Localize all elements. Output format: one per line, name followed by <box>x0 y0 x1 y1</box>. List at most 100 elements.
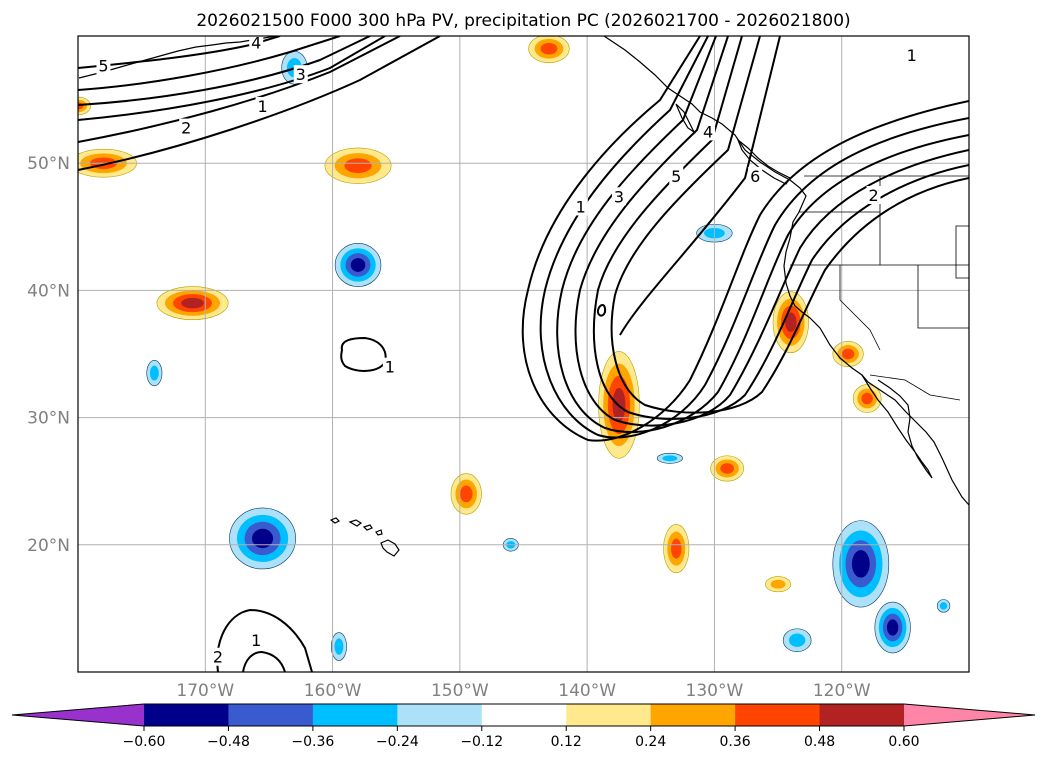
precip-negative-anomaly <box>832 520 890 608</box>
lon-tick-label: 160°W <box>304 681 362 701</box>
pv-contour-south <box>216 608 313 672</box>
pv-contour-4 <box>574 36 969 427</box>
axes: 170°W 160°W 150°W 140°W 130°W 120°W 50°N 40°N 30… <box>27 154 871 701</box>
precip-negative-anomaly <box>334 243 382 287</box>
lon-tick-label: 150°W <box>431 681 489 701</box>
pv-label-bg <box>96 56 111 75</box>
precip-band <box>334 638 344 655</box>
precip-band <box>861 392 873 405</box>
precip-negative-anomaly <box>330 632 347 661</box>
coastline-north-america <box>603 36 969 506</box>
colorbar-tick-label: −0.60 <box>123 734 166 750</box>
precip-band <box>886 619 899 636</box>
precip-band <box>841 348 855 360</box>
pv-contour-label: 3 <box>296 65 306 84</box>
pv-label-bg <box>249 631 264 650</box>
pv-contour-1 <box>521 36 969 442</box>
colorbar-tick-label: −0.12 <box>460 734 503 750</box>
pv-contour-label: 1 <box>385 358 395 377</box>
colorbar-segment <box>228 704 314 726</box>
pv-contour-label: 6 <box>750 167 760 186</box>
colorbar-tick-label: −0.48 <box>207 734 250 750</box>
pv-label-bg <box>866 186 881 204</box>
pv-label-bg <box>179 118 194 137</box>
pv-label-bg <box>573 197 588 216</box>
lon-tick-label: 140°W <box>558 681 616 701</box>
colorbar-tick-label: −0.36 <box>291 734 334 750</box>
precip-band <box>671 538 682 559</box>
pv-contour-label: 4 <box>703 122 713 141</box>
precip-positive-anomaly <box>772 291 809 354</box>
colorbar-segment <box>650 704 736 726</box>
precip-band <box>851 550 870 578</box>
precip-positive-anomaly <box>324 147 392 184</box>
pv-contour-6 <box>610 36 969 414</box>
pv-contour-label: 4 <box>251 33 261 52</box>
lat-tick-label: 30°N <box>27 409 70 429</box>
colorbar-segment <box>481 704 567 726</box>
pv-contour-label: 2 <box>213 648 223 667</box>
pv-label-bg <box>211 647 226 666</box>
state-borders <box>790 176 969 351</box>
pv-label-bg <box>611 187 626 206</box>
precip-band <box>770 579 786 589</box>
map-frame <box>77 35 970 673</box>
pv-contour-inner <box>619 36 781 336</box>
pv-contour-label: 1 <box>907 46 917 65</box>
colorbar-extend-min <box>12 704 144 726</box>
lat-tick-label: 20°N <box>27 536 70 556</box>
pv-contour-north-6 <box>78 36 386 121</box>
precip-positive-anomaly <box>528 36 570 64</box>
precip-positive-anomaly <box>156 286 229 320</box>
precip-band <box>344 158 372 174</box>
precip-band <box>785 312 797 332</box>
colorbar-segment <box>312 704 398 726</box>
precip-band <box>662 455 678 462</box>
lon-tick-label: 130°W <box>686 681 744 701</box>
colorbar: −0.60 −0.48 −0.36 −0.24 −0.12 0.12 0.24 0.36 0.4… <box>11 703 1036 750</box>
pv-contour-label: 5 <box>671 167 681 186</box>
colorbar-tick-label: 0.48 <box>804 734 835 750</box>
colorbar-segment <box>144 704 229 726</box>
colorbar-segment <box>735 704 821 726</box>
pv-contour-label: 1 <box>257 97 267 116</box>
pv-contour-label: 1 <box>251 631 261 650</box>
pv-label-bg <box>748 166 763 185</box>
pv-contour-south-inner <box>242 650 286 672</box>
pv-contour-labels: 1 1 2 4 5 3 1 2 1 3 5 4 6 2 1 <box>96 33 919 667</box>
colorbar-tick-label: 0.36 <box>720 734 751 750</box>
colorbar-tick-label: 0.60 <box>888 734 919 750</box>
precip-negative-anomaly <box>229 507 296 570</box>
colorbar-extend-max <box>904 704 1035 726</box>
precip-negative-anomaly <box>936 599 951 613</box>
precip-band <box>540 42 558 55</box>
pv-contour-north-4 <box>78 36 341 91</box>
precip-band <box>720 463 734 474</box>
precip-band <box>350 258 366 272</box>
figure-title: 2026021500 F000 300 hPa PV, precipitatio… <box>196 11 850 31</box>
coastline-baja-california <box>861 374 933 479</box>
pv-label-bg <box>293 65 308 84</box>
precip-positive-anomaly <box>852 384 882 413</box>
pv-label-bg <box>701 122 716 141</box>
pv-contour-label: 5 <box>98 56 108 75</box>
pv-contour-label: 2 <box>868 186 878 205</box>
pv-contour-north-2 <box>78 36 401 143</box>
pv-contour-3 <box>556 36 969 434</box>
mexico-border <box>869 374 961 401</box>
colorbar-tick-label: 0.24 <box>635 734 666 750</box>
lon-tick-label: 120°W <box>813 681 871 701</box>
lat-tick-label: 40°N <box>27 281 70 301</box>
pv-label-bg <box>904 46 919 65</box>
precip-positive-anomaly <box>450 473 482 515</box>
precip-band <box>788 633 806 647</box>
precip-positive-anomaly <box>663 524 690 574</box>
colorbar-segment <box>397 704 483 726</box>
gridlines <box>78 36 969 672</box>
pv-label-bg <box>255 96 270 115</box>
pv-contour-north-1 <box>78 36 441 171</box>
lat-tick-label: 50°N <box>27 154 70 174</box>
map-area: 1 1 2 4 5 3 1 2 1 3 5 4 6 2 1 <box>78 33 969 672</box>
precip-positive-anomaly <box>765 576 792 593</box>
